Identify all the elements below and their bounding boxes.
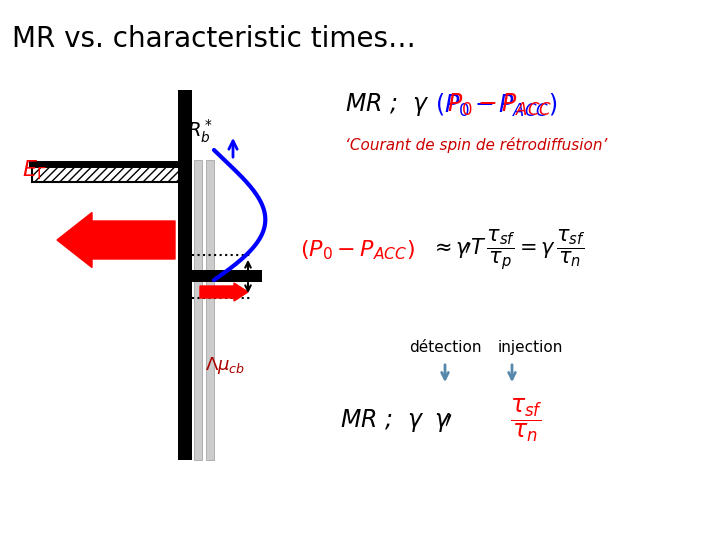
Text: $MR$ ;  $\gamma \;\; \gamma\!\prime$: $MR$ ; $\gamma \;\; \gamma\!\prime$ <box>340 407 452 434</box>
Text: $(P_0 - P_{ACC})$: $(P_0 - P_{ACC})$ <box>435 91 557 119</box>
Bar <box>32 164 180 182</box>
Text: $\approx \gamma\!\prime T\,\dfrac{\tau_{sf}}{\tau_p} = \gamma\,\dfrac{\tau_{sf}}: $\approx \gamma\!\prime T\,\dfrac{\tau_{… <box>430 227 585 273</box>
Text: $E_{\Gamma}$: $E_{\Gamma}$ <box>22 158 47 182</box>
Bar <box>178 90 192 460</box>
FancyArrow shape <box>200 283 248 301</box>
FancyArrow shape <box>57 213 175 267</box>
Bar <box>194 160 202 460</box>
Text: détection: détection <box>409 340 481 355</box>
Text: $P_0 - P_{ACC}$: $P_0 - P_{ACC}$ <box>447 92 552 118</box>
Text: ‘Courant de spin de rétrodiffusion’: ‘Courant de spin de rétrodiffusion’ <box>345 137 608 153</box>
Text: $\left(P_0 - P_{ACC}\right)$: $\left(P_0 - P_{ACC}\right)$ <box>300 238 415 262</box>
Text: MR vs. characteristic times…: MR vs. characteristic times… <box>12 25 416 53</box>
Text: $R_b^*$: $R_b^*$ <box>187 118 213 145</box>
Text: $\Lambda\mu_{cb}$: $\Lambda\mu_{cb}$ <box>205 354 245 375</box>
Text: $\dfrac{\tau_{sf}}{\tau_n}$: $\dfrac{\tau_{sf}}{\tau_n}$ <box>510 396 543 444</box>
Text: injection: injection <box>498 340 563 355</box>
Bar <box>206 160 214 460</box>
Bar <box>192 270 262 282</box>
Text: $MR$ ;  $\gamma$: $MR$ ; $\gamma$ <box>345 91 429 118</box>
